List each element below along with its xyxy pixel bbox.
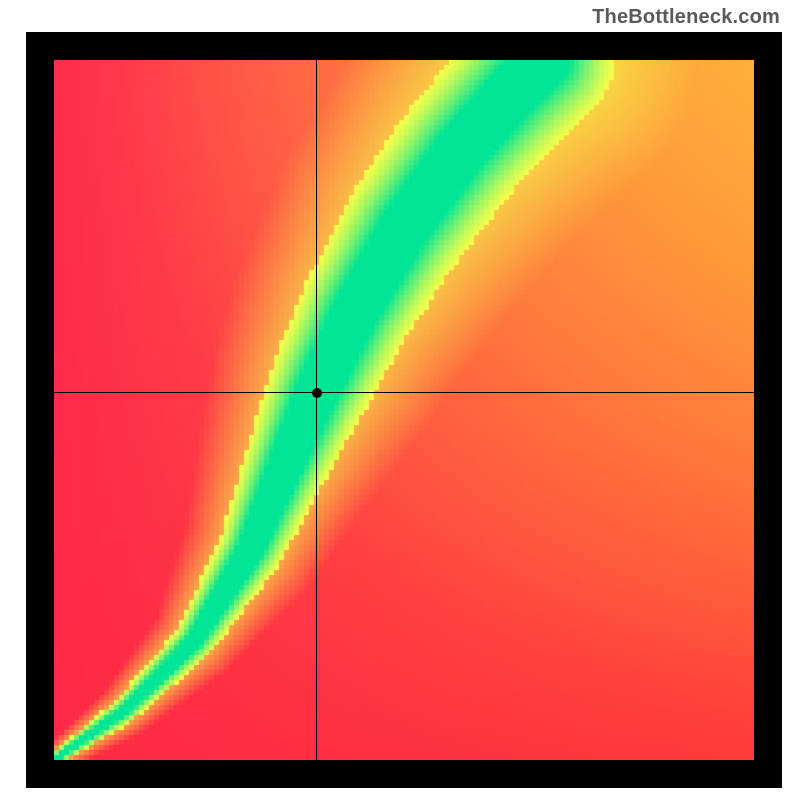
crosshair-vertical	[316, 60, 317, 760]
attribution-text: TheBottleneck.com	[592, 6, 780, 29]
plot-area	[54, 60, 754, 760]
crosshair-horizontal	[54, 392, 754, 393]
crosshair-point	[312, 388, 322, 398]
figure-container: TheBottleneck.com	[0, 0, 800, 800]
heatmap-canvas	[54, 60, 754, 760]
